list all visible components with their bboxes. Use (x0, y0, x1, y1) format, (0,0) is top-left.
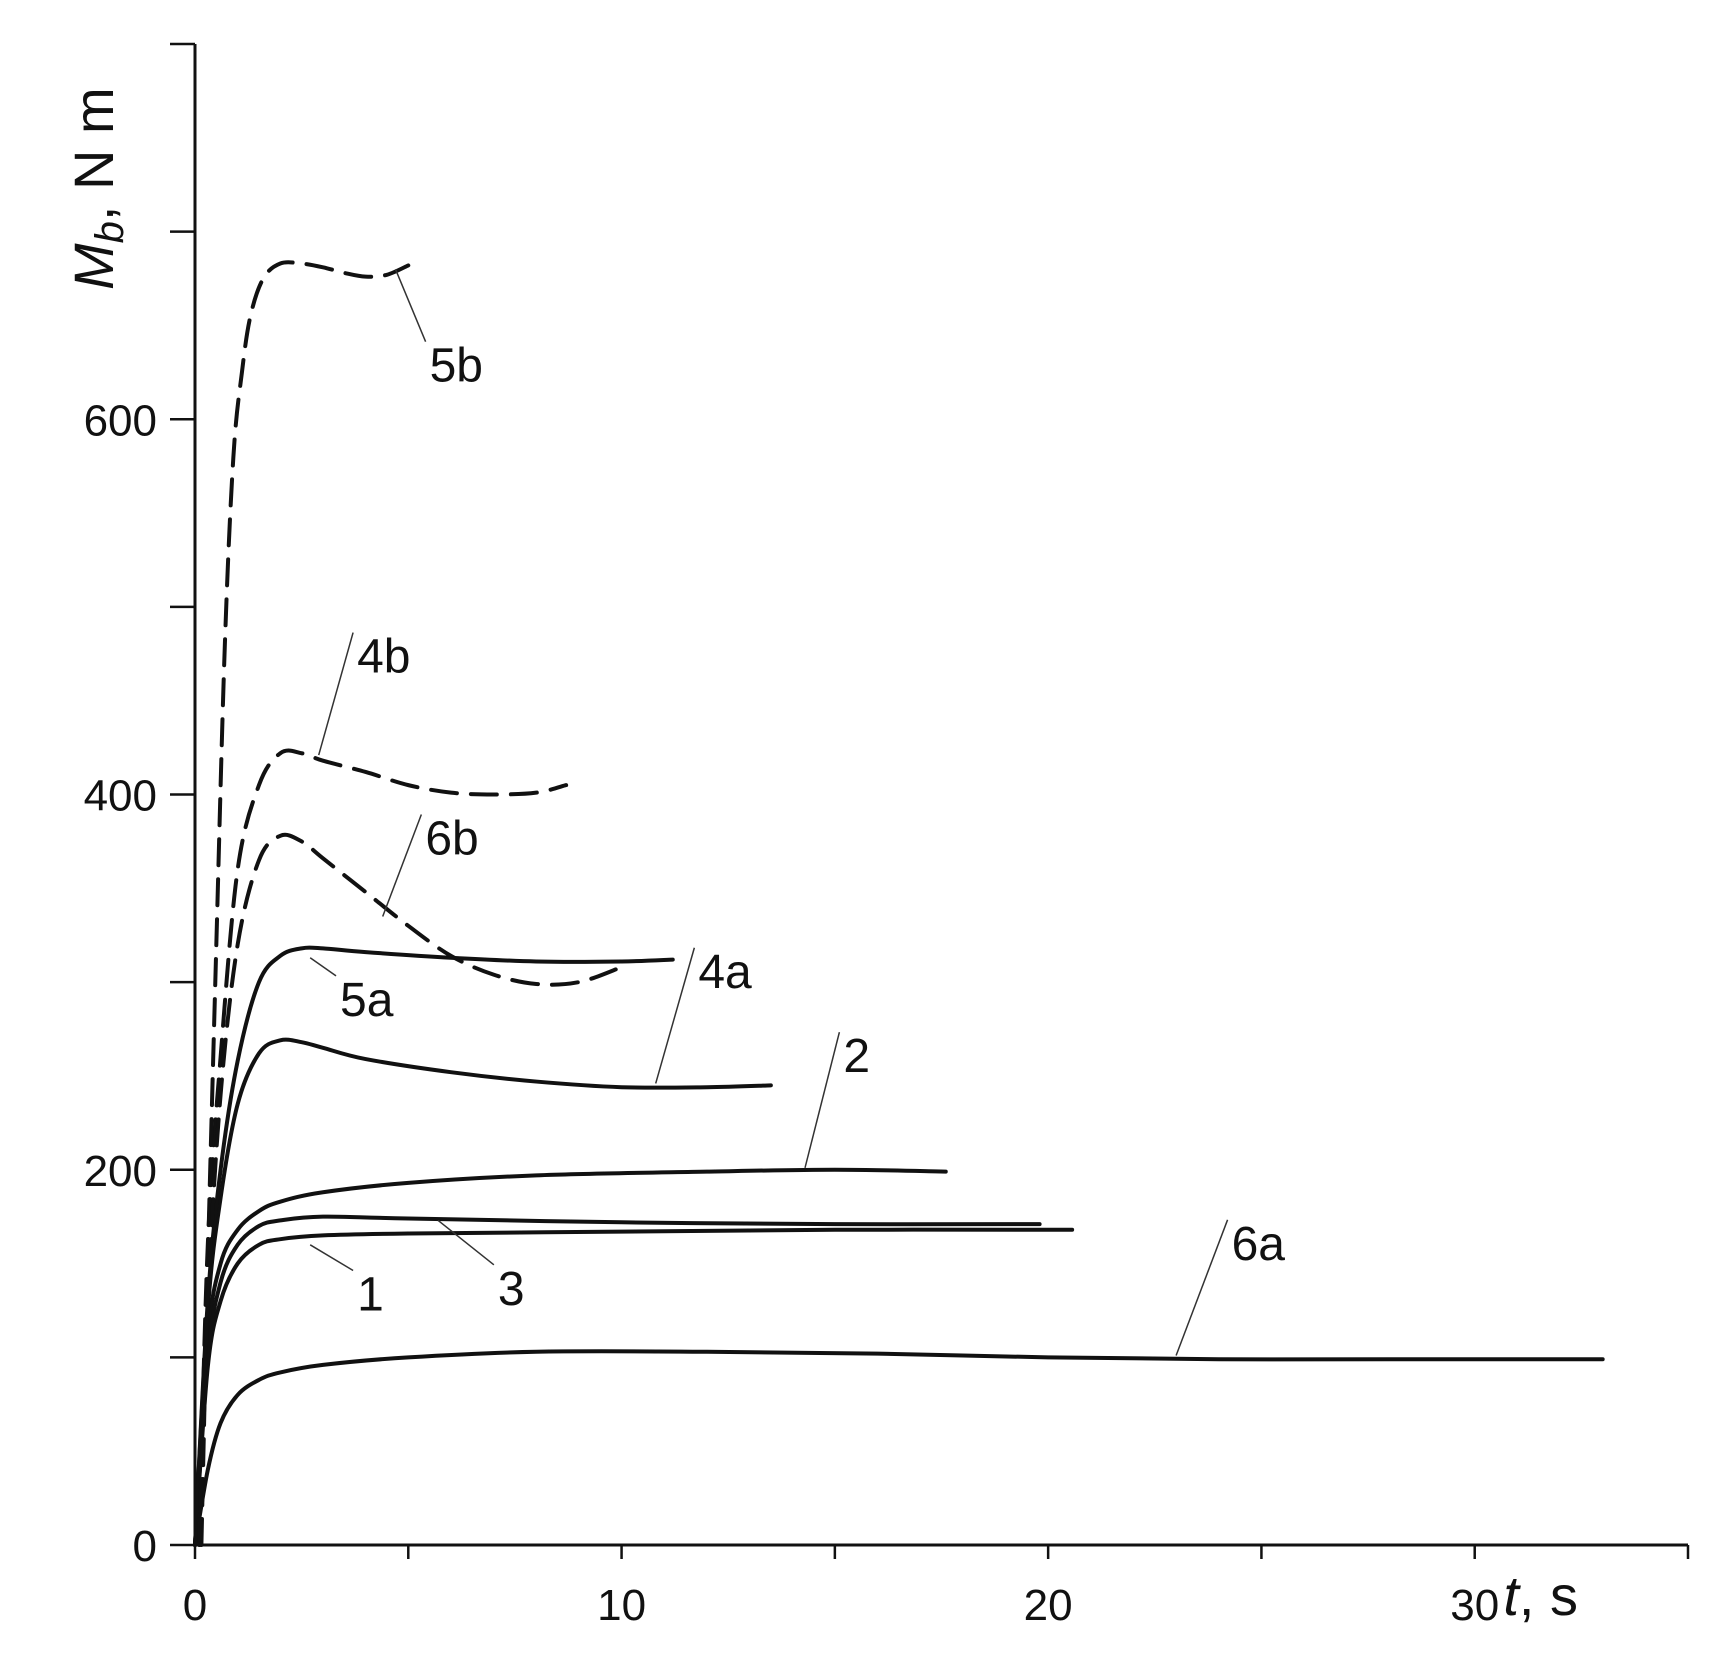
y-axis-unit: , N m (62, 87, 125, 221)
x-axis-var: t (1503, 1564, 1521, 1627)
x-tick-label: 10 (597, 1581, 646, 1630)
leader-line-2 (804, 1032, 841, 1169)
series-label-6b: 6b (425, 813, 478, 866)
x-tick-label: 30 (1450, 1581, 1499, 1630)
curve-labels: 1 2 3 4a 5a 6a 4b 5b 6b (309, 268, 1286, 1356)
y-tick-label: 200 (84, 1147, 157, 1196)
leader-line-6b (381, 814, 423, 917)
series-line-1 (193, 1227, 1075, 1547)
series-label-5a: 5a (340, 974, 394, 1027)
series-label-2: 2 (843, 1030, 870, 1083)
leader-line-5a (309, 957, 337, 977)
series-label-4b: 4b (357, 631, 410, 684)
series-label-4a: 4a (698, 946, 752, 999)
series-line-6b (197, 832, 624, 1547)
y-axis-var: M (62, 243, 125, 290)
leader-line-4b (317, 632, 354, 756)
leader-line-6a (1175, 1219, 1229, 1356)
axes (193, 44, 1688, 1547)
x-axis-unit: , s (1519, 1564, 1578, 1627)
series-label-6a: 6a (1232, 1218, 1286, 1271)
ticks (170, 42, 1690, 1559)
y-tick-label: 400 (84, 772, 157, 821)
series-label-5b: 5b (430, 340, 483, 393)
series-line-3 (193, 1214, 1042, 1547)
leader-line-3 (437, 1219, 495, 1266)
y-axis-title: Mb, N m (62, 87, 132, 290)
series-line-4a (193, 1037, 773, 1547)
leader-line-4a (654, 947, 696, 1084)
y-axis-subscript: b (88, 221, 132, 243)
x-axis-title: t, s (1503, 1564, 1578, 1627)
tick-labels: 0 10 20 30 0 200 400 600 (84, 396, 1500, 1630)
leader-line-1 (309, 1244, 354, 1272)
series-line-5b (199, 260, 411, 1547)
y-tick-label: 0 (133, 1522, 157, 1571)
series-line-6a (193, 1349, 1605, 1547)
x-tick-label: 20 (1024, 1581, 1073, 1630)
y-tick-label: 600 (84, 396, 157, 445)
series-label-1: 1 (357, 1268, 384, 1321)
series-line-5a (193, 945, 675, 1547)
series-layer (193, 260, 1605, 1547)
x-tick-label: 0 (183, 1581, 207, 1630)
series-line-2 (193, 1167, 948, 1547)
leader-line-5b (394, 268, 427, 343)
series-label-3: 3 (498, 1263, 525, 1316)
